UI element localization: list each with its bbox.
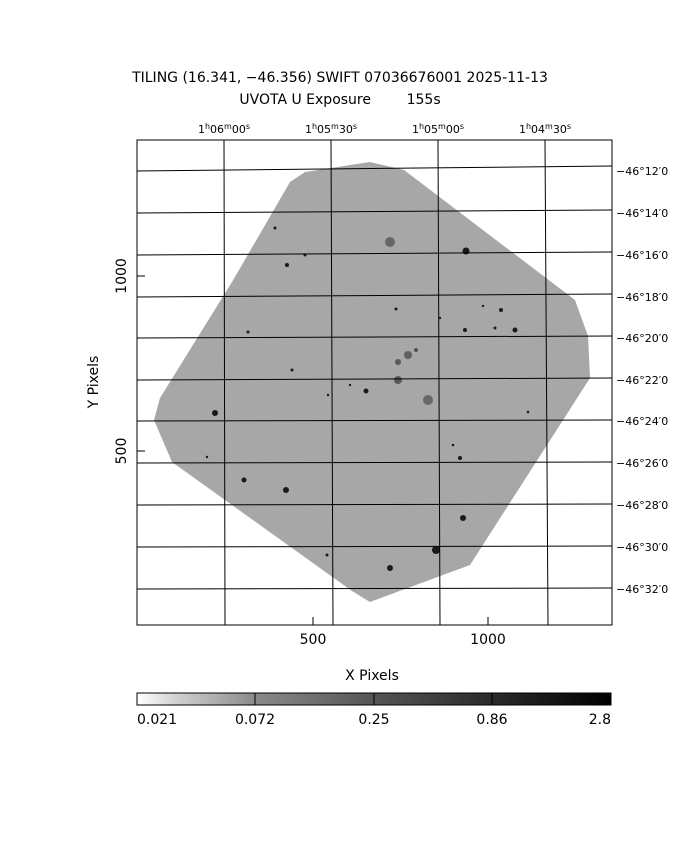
dec-tick-label: −46°20′0 xyxy=(616,332,668,345)
colorbar-label: 2.8 xyxy=(589,712,611,728)
coordinate-grid xyxy=(136,139,613,626)
x-tick-label: 1000 xyxy=(470,632,506,648)
dec-tick-label: −46°32′0 xyxy=(616,583,668,596)
dec-tick-label: −46°28′0 xyxy=(616,499,668,512)
pixel-ticks xyxy=(137,275,489,625)
colorbar-label: 0.072 xyxy=(235,712,275,728)
dec-tick-label: −46°26′0 xyxy=(616,457,668,470)
dec-tick-label: −46°24′0 xyxy=(616,415,668,428)
ra-tick-label: 1h04m30s xyxy=(519,122,571,137)
x-axis-label: X Pixels xyxy=(345,668,399,684)
y-tick-label: 500 xyxy=(114,438,130,465)
dec-tick-labels: −46°12′0 −46°14′0 −46°16′0 −46°18′0 −46°20′0… xyxy=(616,165,668,596)
point-sources xyxy=(205,226,530,571)
exposure-tile xyxy=(154,162,590,602)
ra-tick-label: 1h06m00s xyxy=(198,122,250,137)
title-line-2: UVOTA U Exposure 155s xyxy=(239,92,441,108)
dec-tick-label: −46°22′0 xyxy=(616,374,668,387)
y-axis-label: Y Pixels xyxy=(86,356,102,410)
ra-tick-label: 1h05m00s xyxy=(412,122,464,137)
colorbar-label: 0.86 xyxy=(476,712,507,728)
dec-tick-label: −46°16′0 xyxy=(616,249,668,262)
dec-tick-label: −46°12′0 xyxy=(616,165,668,178)
dec-tick-label: −46°14′0 xyxy=(616,207,668,220)
dec-tick-label: −46°30′0 xyxy=(616,541,668,554)
colorbar-label: 0.25 xyxy=(358,712,389,728)
plot-frame xyxy=(136,139,613,626)
colorbar-ticks xyxy=(254,693,493,705)
colorbar-label: 0.021 xyxy=(137,712,177,728)
ra-tick-labels: 1h06m00s 1h05m30s 1h05m00s 1h04m30s xyxy=(198,122,571,137)
title-line-1: TILING (16.341, −46.356) SWIFT 070366760… xyxy=(132,70,548,86)
dec-tick-label: −46°18′0 xyxy=(616,291,668,304)
x-tick-label: 500 xyxy=(300,632,327,648)
ra-tick-label: 1h05m30s xyxy=(305,122,357,137)
y-tick-label: 1000 xyxy=(114,258,130,294)
